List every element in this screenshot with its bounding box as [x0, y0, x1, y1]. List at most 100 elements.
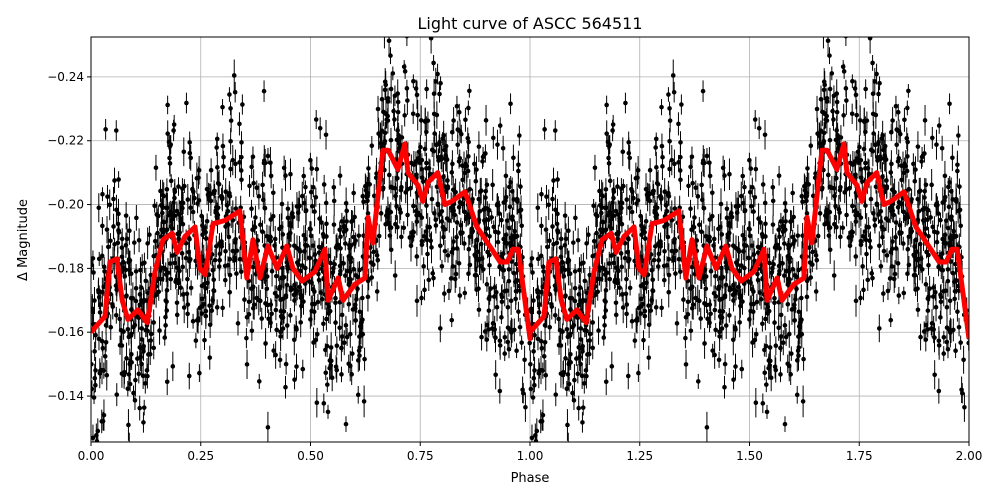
data-point	[713, 274, 718, 279]
data-point	[514, 348, 519, 353]
data-point	[571, 323, 576, 328]
data-point	[502, 289, 507, 294]
data-point	[662, 224, 667, 229]
data-point	[389, 87, 394, 92]
data-point	[324, 317, 329, 322]
data-point	[799, 194, 804, 199]
data-point	[662, 249, 667, 254]
data-point	[194, 338, 199, 343]
data-point	[180, 206, 185, 211]
data-point	[271, 348, 276, 353]
data-point	[214, 145, 219, 150]
data-point	[324, 221, 329, 226]
data-point	[865, 278, 870, 283]
data-point	[366, 295, 371, 300]
data-point	[362, 357, 367, 362]
data-point	[419, 118, 424, 123]
data-point	[460, 163, 465, 168]
data-point	[568, 296, 573, 301]
data-point	[154, 165, 159, 170]
data-point	[238, 257, 243, 262]
data-point	[215, 137, 220, 142]
data-point	[392, 117, 397, 122]
data-point	[366, 166, 371, 171]
data-point	[449, 170, 454, 175]
data-point	[772, 300, 777, 305]
data-point	[590, 320, 595, 325]
data-point	[455, 220, 460, 225]
data-point	[782, 241, 787, 246]
data-point	[722, 385, 727, 390]
data-point	[830, 71, 835, 76]
data-point	[220, 196, 225, 201]
data-point	[487, 294, 492, 299]
data-point	[859, 239, 864, 244]
data-point	[345, 335, 350, 340]
data-point	[577, 268, 582, 273]
data-point	[202, 338, 207, 343]
data-point	[114, 128, 119, 133]
data-point	[946, 347, 951, 352]
data-point	[490, 183, 495, 188]
data-point	[854, 113, 859, 118]
data-point	[612, 279, 617, 284]
data-point	[474, 167, 479, 172]
data-point	[634, 201, 639, 206]
data-point	[92, 395, 97, 400]
data-point	[757, 126, 762, 131]
data-point	[669, 158, 674, 163]
data-point	[894, 104, 899, 109]
data-point	[124, 356, 129, 361]
data-point	[180, 265, 185, 270]
data-point	[349, 219, 354, 224]
data-point	[837, 210, 842, 215]
data-point	[434, 223, 439, 228]
data-point	[666, 192, 671, 197]
data-point	[535, 206, 540, 211]
data-point	[756, 278, 761, 283]
data-point	[122, 373, 127, 378]
data-point	[863, 87, 868, 92]
data-point	[894, 127, 899, 132]
data-point	[819, 128, 824, 133]
data-point	[516, 309, 521, 314]
data-point	[449, 206, 454, 211]
data-point	[869, 271, 874, 276]
data-point	[314, 117, 319, 122]
data-point	[610, 364, 615, 369]
data-point	[956, 133, 961, 138]
data-point	[848, 244, 853, 249]
data-point	[463, 117, 468, 122]
data-point	[206, 195, 211, 200]
data-point	[825, 211, 830, 216]
data-point	[844, 98, 849, 103]
data-point	[861, 234, 866, 239]
data-point	[607, 277, 612, 282]
data-point	[627, 205, 632, 210]
data-point	[211, 268, 216, 273]
data-point	[391, 109, 396, 114]
data-point	[266, 316, 271, 321]
data-point	[731, 337, 736, 342]
data-point	[620, 222, 625, 227]
data-point	[792, 318, 797, 323]
data-point	[465, 214, 470, 219]
data-point	[949, 189, 954, 194]
data-point	[610, 214, 615, 219]
data-point	[930, 225, 935, 230]
data-point	[841, 113, 846, 118]
data-point	[957, 325, 962, 330]
data-point	[274, 308, 279, 313]
data-point	[232, 258, 237, 263]
data-point	[255, 238, 260, 243]
data-point	[132, 323, 137, 328]
data-point	[323, 370, 328, 375]
data-point	[227, 235, 232, 240]
data-point	[506, 325, 511, 330]
data-point	[699, 183, 704, 188]
data-point	[814, 289, 819, 294]
data-point	[779, 313, 784, 318]
data-point	[709, 269, 714, 274]
data-point	[124, 243, 129, 248]
data-point	[415, 93, 420, 98]
